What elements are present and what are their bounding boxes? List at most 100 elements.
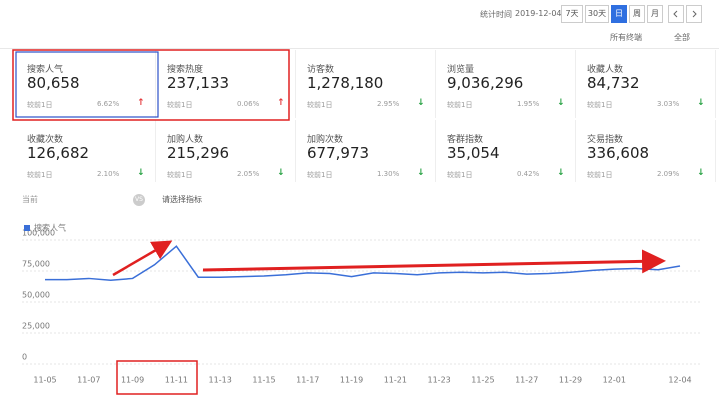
change-value: 1.95% [517,100,540,108]
x-tick-label: 11-19 [340,376,363,385]
x-tick-label: 11-17 [296,376,319,385]
stat-date: 2019-12-04 [515,9,562,18]
change-arrow: ↓ [697,168,705,178]
metric-value: 9,036,296 [447,74,524,92]
change-arrow: ↓ [417,98,425,108]
range-button[interactable]: 30天 [585,5,609,23]
filter-dropdown[interactable]: 全部 [674,33,690,42]
metric-card[interactable]: 收藏人数 84,732 较前1日 3.03% ↓ [575,50,716,118]
metric-value: 35,054 [447,144,500,162]
x-tick-label: 12-04 [668,376,691,385]
x-tick-label: 11-23 [428,376,451,385]
toolbar: 统计时间 2019-12-04 7天 30天日周月 所有终端 全部 [0,0,719,49]
x-tick-label: 11-11 [165,376,188,385]
compare-label: 较前1日 [587,171,613,179]
y-tick-label: 75,000 [22,260,50,269]
x-tick-label: 11-21 [384,376,407,385]
change-arrow: ↑ [277,98,285,108]
chart: 0 25,000 50,000 75,000 100,000 11-05 11-07 11-0… [22,223,700,385]
compare-label: 较前1日 [447,101,473,109]
metric-select[interactable]: 请选择指标 [162,195,202,204]
vs-badge: VS [133,194,145,206]
metric-value: 84,732 [587,74,640,92]
x-tick-label: 11-05 [33,376,56,385]
compare-label: 较前1日 [167,101,193,109]
compare-label: 较前1日 [587,101,613,109]
legend-swatch [24,225,30,231]
current-label: 当前 [22,195,38,204]
metric-value: 237,133 [167,74,230,92]
change-arrow: ↓ [277,168,285,178]
x-tick-label: 11-29 [559,376,582,385]
metric-name: 访客数 [307,65,335,75]
change-arrow: ↑ [137,98,145,108]
filter-dropdown[interactable]: 所有终端 [610,33,642,42]
y-tick-label: 50,000 [22,291,50,300]
change-value: 2.09% [657,170,680,178]
change-value: 2.95% [377,100,400,108]
metric-value: 80,658 [27,74,80,92]
metric-card[interactable]: 访客数 1,278,180 较前1日 2.95% ↓ [295,50,436,118]
x-tick-label: 11-07 [77,376,100,385]
change-value: 0.42% [517,170,540,178]
granularity-button[interactable]: 周 [629,5,645,23]
metric-name: 交易指数 [587,135,624,145]
x-tick-label: 11-13 [209,376,232,385]
metric-card[interactable]: 加购次数 677,973 较前1日 1.30% ↓ [295,120,436,182]
compare-label: 较前1日 [447,171,473,179]
change-value: 1.30% [377,170,400,178]
legend-label: 搜索人气 [34,223,66,233]
metric-name: 加购人数 [167,135,204,145]
metric-value: 215,296 [167,144,230,162]
metric-card[interactable]: 搜索热度 237,133 较前1日 0.06% ↑ [155,50,296,118]
range-button[interactable]: 7天 [561,5,583,23]
metric-card[interactable]: 收藏次数 126,682 较前1日 2.10% ↓ [15,120,156,182]
metric-name: 收藏次数 [27,135,64,145]
change-value: 0.06% [237,100,260,108]
metric-card[interactable]: 浏览量 9,036,296 较前1日 1.95% ↓ [435,50,576,118]
change-value: 2.10% [97,170,120,178]
change-arrow: ↓ [417,168,425,178]
metric-card[interactable]: 加购人数 215,296 较前1日 2.05% ↓ [155,120,296,182]
change-arrow: ↓ [697,98,705,108]
metric-card[interactable]: 交易指数 336,608 较前1日 2.09% ↓ [575,120,716,182]
next-icon [692,10,697,18]
metric-card[interactable]: 客群指数 35,054 较前1日 0.42% ↓ [435,120,576,182]
change-arrow: ↓ [557,98,565,108]
compare-label: 较前1日 [167,171,193,179]
prev-button[interactable] [668,5,684,23]
granularity-button[interactable]: 日 [611,5,627,23]
x-tick-label: 12-01 [603,376,626,385]
next-button[interactable] [686,5,702,23]
y-tick-label: 25,000 [22,322,50,331]
line [45,245,681,282]
change-value: 2.05% [237,170,260,178]
compare-label: 较前1日 [27,101,53,109]
metric-name: 收藏人数 [587,65,624,75]
x-tick-label: 11-27 [515,376,538,385]
metric-value: 677,973 [307,144,370,162]
stat-label: 统计时间 [480,10,512,19]
metric-name: 加购次数 [307,135,344,145]
granularity-button[interactable]: 月 [647,5,663,23]
x-tick-label: 11-15 [252,376,275,385]
change-value: 3.03% [657,100,680,108]
compare-label: 较前1日 [27,171,53,179]
metric-value: 126,682 [27,144,90,162]
change-value: 6.62% [97,100,120,108]
metric-value: 1,278,180 [307,74,384,92]
compare-label: 较前1日 [307,101,333,109]
change-arrow: ↓ [137,168,145,178]
y-tick-label: 100,000 [22,229,55,238]
change-arrow: ↓ [557,168,565,178]
x-tick-label: 11-25 [471,376,494,385]
metric-value: 336,608 [587,144,650,162]
compare-label: 较前1日 [307,171,333,179]
metric-name: 浏览量 [447,65,475,75]
x-tick-label: 11-09 [121,376,144,385]
metric-name: 客群指数 [447,135,484,145]
prev-icon [673,10,678,18]
metric-card[interactable]: 搜索人气 80,658 较前1日 6.62% ↑ [15,50,156,118]
y-tick-label: 0 [22,353,27,362]
